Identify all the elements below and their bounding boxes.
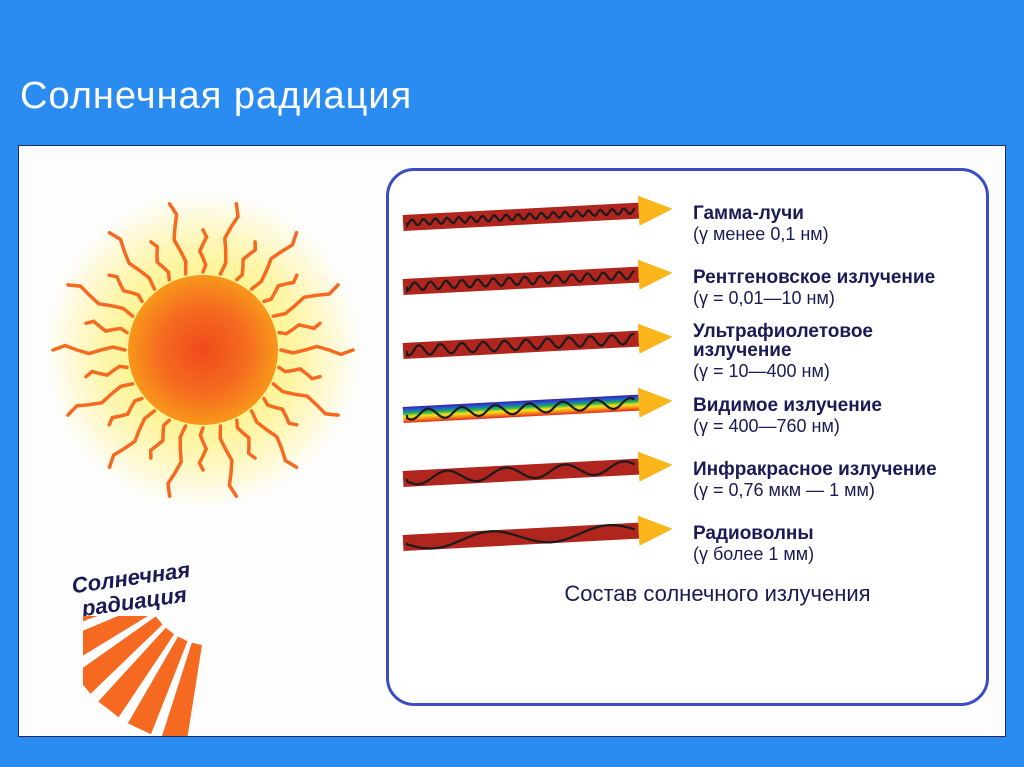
spectrum-band: Инфракрасное излучение (γ = 0,76 мкм — 1… — [403, 447, 972, 511]
sun-icon — [33, 180, 373, 520]
figure-panel: Солнечная радиация Гамма-лучи (γ менее 0… — [18, 145, 1006, 737]
band-range: (γ = 400—760 нм) — [693, 417, 972, 435]
band-name: Гамма-лучи — [693, 204, 972, 223]
band-name: Радиоволны — [693, 524, 972, 543]
band-range: (γ = 10—400 нм) — [693, 362, 972, 380]
spectrum-band: Ультрафиолетовое излучение (γ = 10—400 н… — [403, 319, 972, 383]
band-range: (γ более 1 мм) — [693, 545, 972, 563]
wave-arrow-icon — [403, 191, 683, 255]
spectrum-band: Рентгеновское излучение (γ = 0,01—10 нм) — [403, 255, 972, 319]
band-label: Инфракрасное излучение (γ = 0,76 мкм — 1… — [683, 460, 972, 499]
spectrum-band: Радиоволны (γ более 1 мм) — [403, 511, 972, 575]
spectrum-band: Гамма-лучи (γ менее 0,1 нм) — [403, 191, 972, 255]
band-name: Видимое излучение — [693, 396, 972, 415]
wave-arrow-icon — [403, 447, 683, 511]
sun-label: Солнечная радиация — [70, 558, 195, 623]
band-label: Рентгеновское излучение (γ = 0,01—10 нм) — [683, 268, 972, 307]
wave-arrow-icon — [403, 383, 683, 447]
sun-region: Солнечная радиация — [33, 160, 386, 726]
band-range: (γ менее 0,1 нм) — [693, 225, 972, 243]
band-name: Инфракрасное излучение — [693, 460, 972, 479]
band-name: Ультрафиолетовое излучение — [693, 322, 972, 360]
band-name: Рентгеновское излучение — [693, 268, 972, 287]
spectrum-box: Гамма-лучи (γ менее 0,1 нм) Рентгеновско… — [386, 168, 989, 706]
band-label: Ультрафиолетовое излучение (γ = 10—400 н… — [683, 322, 972, 380]
spectrum-caption: Состав солнечного излучения — [403, 581, 972, 607]
band-range: (γ = 0,01—10 нм) — [693, 289, 972, 307]
spectrum-region: Гамма-лучи (γ менее 0,1 нм) Рентгеновско… — [386, 160, 987, 726]
wave-arrow-icon — [403, 319, 683, 383]
radiation-bars-icon — [83, 616, 343, 736]
band-label: Радиоволны (γ более 1 мм) — [683, 524, 972, 563]
band-label: Видимое излучение (γ = 400—760 нм) — [683, 396, 972, 435]
wave-arrow-icon — [403, 255, 683, 319]
wave-arrow-icon — [403, 511, 683, 575]
band-label: Гамма-лучи (γ менее 0,1 нм) — [683, 204, 972, 243]
spectrum-band: Видимое излучение (γ = 400—760 нм) — [403, 383, 972, 447]
slide: Солнечная радиация Солнечная радиация Га… — [0, 0, 1024, 767]
band-range: (γ = 0,76 мкм — 1 мм) — [693, 481, 972, 499]
slide-title: Солнечная радиация — [20, 75, 412, 118]
